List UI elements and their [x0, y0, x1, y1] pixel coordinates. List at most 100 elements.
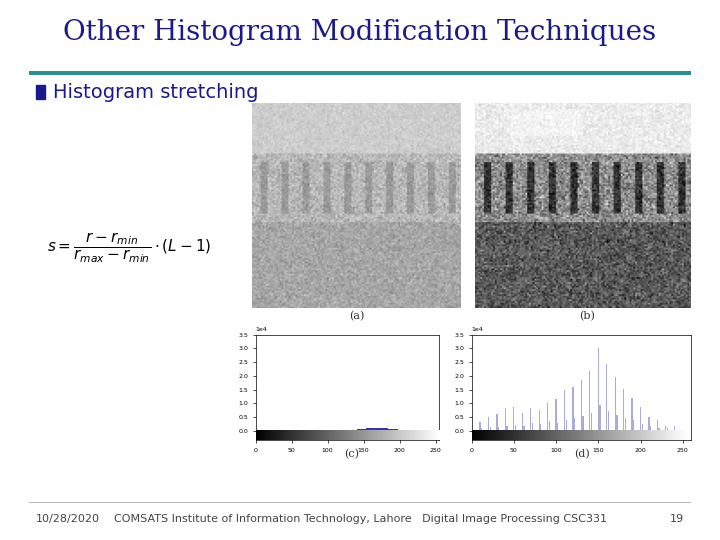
Bar — [382, 428, 383, 430]
Bar — [498, 427, 499, 430]
Bar — [505, 408, 506, 430]
Bar — [623, 389, 624, 430]
Bar — [398, 429, 399, 430]
Bar — [378, 428, 379, 430]
Bar — [396, 429, 397, 430]
Bar — [375, 428, 376, 430]
Bar — [606, 364, 608, 430]
Bar — [380, 428, 381, 430]
Text: $s = \dfrac{r - r_{min}}{r_{max} - r_{min}} \cdot (L-1)$: $s = \dfrac{r - r_{min}}{r_{max} - r_{mi… — [47, 231, 211, 266]
Bar — [393, 429, 394, 430]
Bar — [539, 410, 540, 430]
Bar — [365, 429, 366, 430]
Bar — [674, 426, 675, 430]
Bar — [589, 371, 590, 430]
Bar — [515, 425, 516, 430]
Bar — [582, 416, 584, 430]
Bar — [388, 429, 389, 430]
Bar — [366, 429, 367, 430]
Bar — [358, 429, 359, 430]
Bar — [362, 429, 363, 430]
Bar — [522, 413, 523, 430]
Bar — [566, 420, 567, 430]
Bar — [364, 429, 365, 430]
Bar — [384, 428, 385, 430]
Bar — [598, 348, 599, 430]
Bar — [532, 423, 533, 430]
Text: 10/28/2020: 10/28/2020 — [36, 515, 100, 524]
Text: 19: 19 — [670, 515, 684, 524]
Bar — [368, 428, 369, 430]
Bar — [397, 429, 398, 430]
Bar — [540, 424, 541, 430]
Text: Other Histogram Modification Techniques: Other Histogram Modification Techniques — [63, 18, 657, 45]
Bar — [523, 426, 525, 430]
Bar — [530, 408, 531, 430]
Bar — [36, 85, 45, 99]
Bar — [373, 428, 374, 430]
Bar — [383, 428, 384, 430]
Text: Histogram stretching: Histogram stretching — [53, 83, 258, 102]
Bar — [631, 399, 633, 430]
Bar — [667, 428, 668, 430]
Bar — [395, 429, 396, 430]
Bar — [625, 418, 626, 430]
Bar — [389, 429, 390, 430]
Bar — [650, 427, 652, 430]
Bar — [659, 428, 660, 430]
Bar — [648, 417, 649, 430]
Text: COMSATS Institute of Information Technology, Lahore   Digital Image Processing C: COMSATS Institute of Information Technol… — [114, 515, 606, 524]
Text: (d): (d) — [574, 448, 590, 459]
Bar — [506, 426, 508, 430]
Bar — [642, 424, 643, 430]
Bar — [496, 414, 498, 430]
Bar — [564, 390, 565, 430]
Bar — [361, 429, 362, 430]
Bar — [394, 429, 395, 430]
Bar — [549, 421, 550, 430]
Bar — [391, 429, 392, 430]
Bar — [381, 428, 382, 430]
Bar — [581, 380, 582, 430]
Bar — [390, 429, 391, 430]
Bar — [574, 418, 575, 430]
Text: (a): (a) — [348, 310, 364, 321]
Bar — [371, 428, 372, 430]
Bar — [616, 415, 618, 430]
Bar — [513, 407, 515, 430]
Bar — [379, 428, 380, 430]
Bar — [572, 387, 574, 430]
Bar — [369, 428, 370, 430]
Bar — [372, 428, 373, 430]
Bar — [608, 411, 609, 430]
Bar — [557, 422, 559, 430]
Bar — [555, 399, 557, 430]
Bar — [633, 420, 634, 430]
Bar — [547, 403, 548, 430]
Bar — [657, 421, 658, 430]
Bar — [591, 413, 592, 430]
Bar — [480, 422, 481, 430]
Bar — [363, 429, 364, 430]
Bar — [370, 428, 371, 430]
Bar — [665, 426, 667, 430]
Bar — [386, 428, 387, 430]
Bar — [392, 429, 393, 430]
Bar — [374, 428, 375, 430]
Bar — [387, 428, 388, 430]
Text: (c): (c) — [344, 448, 359, 459]
Bar — [367, 428, 368, 430]
Bar — [385, 428, 386, 430]
Bar — [615, 377, 616, 430]
Bar — [481, 428, 482, 430]
Text: (b): (b) — [579, 310, 595, 321]
Bar — [376, 428, 377, 430]
Bar — [640, 407, 641, 430]
Bar — [488, 417, 489, 430]
Bar — [377, 428, 378, 430]
Bar — [357, 429, 358, 430]
Bar — [359, 429, 360, 430]
Bar — [490, 427, 491, 430]
Bar — [360, 429, 361, 430]
Bar — [599, 404, 600, 430]
